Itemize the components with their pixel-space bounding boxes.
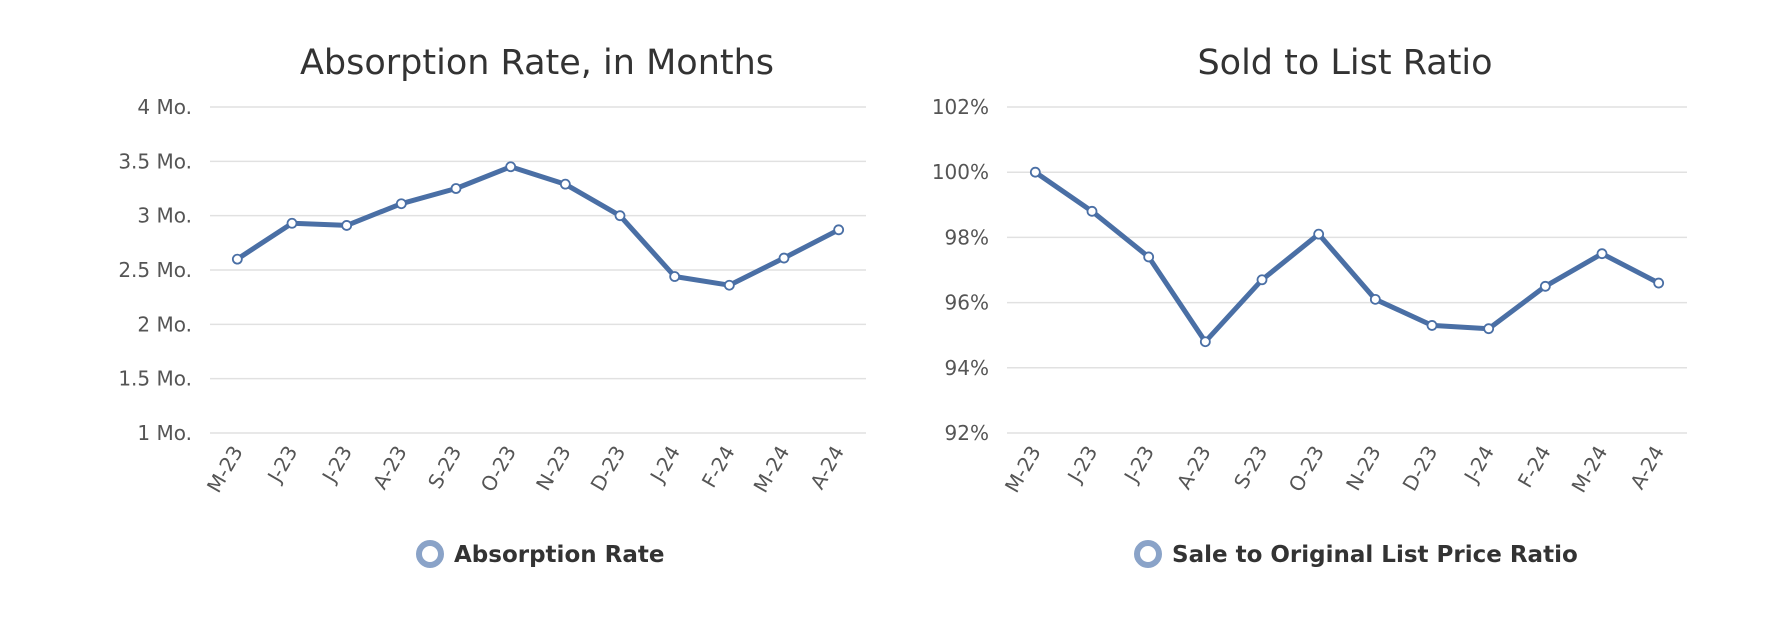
y-tick-label: 94%: [945, 356, 989, 380]
x-tick-label: A-24: [805, 442, 849, 494]
x-tick-label: D-23: [586, 442, 631, 496]
data-point[interactable]: [778, 252, 790, 264]
x-tick-label: J-24: [1458, 442, 1499, 489]
y-tick-label: 100%: [932, 160, 989, 184]
y-tick-label: 102%: [932, 95, 989, 119]
x-tick-label: J-23: [1118, 442, 1159, 489]
data-point[interactable]: [1256, 274, 1268, 286]
x-tick-label: M-24: [1567, 442, 1613, 497]
data-point[interactable]: [614, 210, 626, 222]
data-point[interactable]: [723, 279, 735, 291]
x-tick-label: J-24: [644, 442, 685, 489]
data-point[interactable]: [1596, 248, 1608, 260]
y-tick-label: 4 Mo.: [137, 95, 192, 119]
y-tick-label: 2.5 Mo.: [118, 258, 192, 282]
y-tick-label: 2 Mo.: [137, 312, 192, 336]
data-point[interactable]: [505, 161, 517, 173]
data-point[interactable]: [833, 224, 845, 236]
y-tick-label: 3.5 Mo.: [118, 149, 192, 173]
x-tick-label: J-23: [262, 442, 303, 489]
legend-marker-icon[interactable]: [416, 540, 444, 568]
data-point[interactable]: [1313, 228, 1325, 240]
x-tick-label: J-23: [316, 442, 357, 489]
x-tick-label: M-23: [202, 442, 248, 497]
chart-title: Sold to List Ratio: [1197, 43, 1492, 83]
legend-label[interactable]: Sale to Original List Price Ratio: [1172, 542, 1578, 568]
data-point[interactable]: [341, 220, 353, 231]
x-tick-label: A-23: [1172, 442, 1216, 494]
x-tick-label: S-23: [423, 442, 466, 493]
x-tick-label: M-23: [1000, 442, 1046, 497]
data-point[interactable]: [395, 198, 407, 210]
series-line: [234, 164, 842, 288]
data-point[interactable]: [559, 178, 571, 190]
data-point[interactable]: [1369, 293, 1381, 305]
x-tick-label: N-23: [531, 442, 576, 495]
absorption-rate-chart: Absorption Rate, in Months 4 Mo. 3.5 Mo. 3…: [118, 43, 866, 568]
data-point[interactable]: [450, 183, 462, 194]
x-tick-label: D-23: [1398, 442, 1443, 496]
y-tick-label: 1.5 Mo.: [118, 367, 192, 391]
x-tick-label: O-23: [1284, 442, 1329, 496]
y-tick-label: 98%: [945, 225, 989, 249]
x-tick-label: S-23: [1229, 442, 1272, 493]
data-point[interactable]: [1086, 205, 1098, 217]
data-point[interactable]: [286, 217, 298, 229]
y-tick-label: 1 Mo.: [137, 421, 192, 445]
x-tick-label: F-24: [1513, 442, 1556, 492]
chart-title: Absorption Rate, in Months: [300, 43, 774, 83]
x-tick-label: A-23: [368, 442, 412, 494]
data-point[interactable]: [1143, 251, 1155, 263]
data-point[interactable]: [1483, 323, 1495, 335]
data-point[interactable]: [1029, 166, 1041, 178]
data-point[interactable]: [669, 271, 681, 282]
y-tick-label: 3 Mo.: [137, 204, 192, 228]
data-point[interactable]: [231, 253, 243, 265]
y-tick-label: 92%: [945, 421, 989, 445]
x-tick-label: O-23: [476, 442, 521, 496]
x-tick-label: J-23: [1062, 442, 1103, 489]
x-tick-label: A-24: [1625, 442, 1669, 494]
y-tick-label: 96%: [945, 291, 989, 315]
data-point[interactable]: [1653, 277, 1665, 289]
data-point[interactable]: [1539, 280, 1551, 292]
legend-label[interactable]: Absorption Rate: [454, 542, 664, 568]
legend-marker-icon[interactable]: [1134, 540, 1162, 568]
data-point[interactable]: [1199, 336, 1211, 348]
x-tick-label: N-23: [1341, 442, 1386, 495]
series-line: [1032, 169, 1662, 345]
sold-to-list-ratio-chart: Sold to List Ratio 102% 100% 98% 96% 94% 92% M…: [932, 43, 1687, 568]
x-tick-label: M-24: [749, 442, 795, 497]
x-tick-label: F-24: [697, 442, 740, 492]
data-point[interactable]: [1426, 320, 1438, 331]
